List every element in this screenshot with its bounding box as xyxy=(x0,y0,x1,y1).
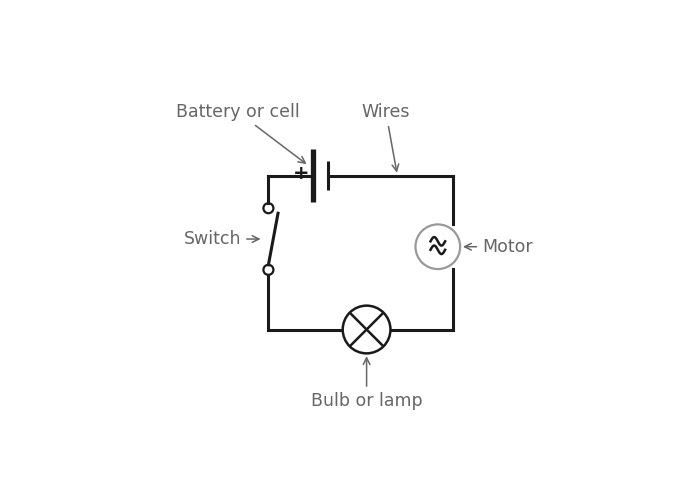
Text: +: + xyxy=(293,164,309,183)
Circle shape xyxy=(415,224,460,269)
Text: Motor: Motor xyxy=(464,238,533,256)
Text: Switch: Switch xyxy=(184,230,259,248)
Text: Bulb or lamp: Bulb or lamp xyxy=(311,358,422,410)
Text: Wires: Wires xyxy=(362,103,410,171)
Circle shape xyxy=(342,306,391,354)
Text: Battery or cell: Battery or cell xyxy=(176,103,305,163)
